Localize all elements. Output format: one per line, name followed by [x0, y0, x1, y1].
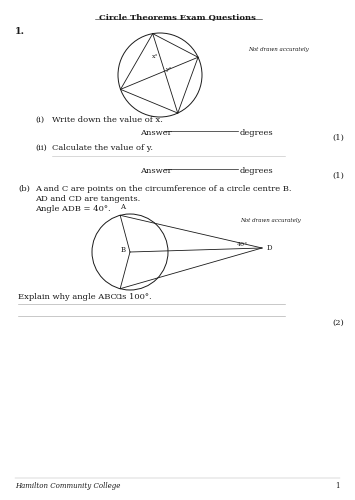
- Text: y°: y°: [165, 68, 171, 72]
- Text: degrees: degrees: [240, 129, 274, 137]
- Text: 40°: 40°: [236, 242, 248, 246]
- Text: C: C: [115, 292, 121, 300]
- Text: (2): (2): [332, 319, 344, 327]
- Text: Write down the value of x.: Write down the value of x.: [52, 116, 163, 124]
- Text: degrees: degrees: [240, 167, 274, 175]
- Text: D: D: [267, 244, 273, 252]
- Text: Hamilton Community College: Hamilton Community College: [15, 482, 120, 490]
- Text: Calculate the value of y.: Calculate the value of y.: [52, 144, 153, 152]
- Text: Not drawn accurately: Not drawn accurately: [248, 47, 309, 52]
- Text: (1): (1): [332, 172, 344, 180]
- Text: A: A: [120, 204, 125, 212]
- Text: 1.: 1.: [15, 27, 25, 36]
- Text: Angle ADB = 40°.: Angle ADB = 40°.: [35, 205, 111, 213]
- Text: (i): (i): [35, 116, 44, 124]
- Text: (b): (b): [18, 185, 30, 193]
- Text: Not drawn accurately: Not drawn accurately: [240, 218, 301, 223]
- Text: Circle Theorems Exam Questions: Circle Theorems Exam Questions: [99, 13, 256, 21]
- Text: B: B: [120, 246, 126, 254]
- Text: (ii): (ii): [35, 144, 47, 152]
- Text: Answer: Answer: [140, 129, 171, 137]
- Text: x°: x°: [152, 54, 158, 60]
- Text: 1: 1: [335, 482, 340, 490]
- Text: A and C are points on the circumference of a circle centre B.: A and C are points on the circumference …: [35, 185, 291, 193]
- Text: (1): (1): [332, 134, 344, 142]
- Text: AD and CD are tangents.: AD and CD are tangents.: [35, 195, 140, 203]
- Text: Answer: Answer: [140, 167, 171, 175]
- Text: Explain why angle ABC is 100°.: Explain why angle ABC is 100°.: [18, 293, 152, 301]
